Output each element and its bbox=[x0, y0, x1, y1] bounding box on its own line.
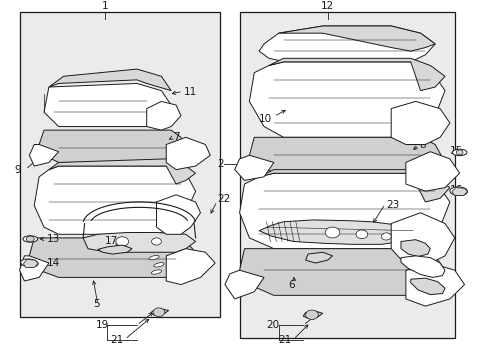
Ellipse shape bbox=[149, 256, 159, 260]
Circle shape bbox=[116, 237, 128, 246]
Ellipse shape bbox=[451, 149, 466, 156]
Text: 5: 5 bbox=[93, 299, 100, 309]
Polygon shape bbox=[451, 188, 467, 195]
Polygon shape bbox=[39, 130, 185, 162]
Polygon shape bbox=[83, 233, 195, 252]
Polygon shape bbox=[166, 249, 215, 284]
Ellipse shape bbox=[154, 263, 163, 267]
Circle shape bbox=[325, 227, 339, 238]
Polygon shape bbox=[249, 137, 444, 177]
Text: 7: 7 bbox=[173, 132, 180, 142]
Text: 6: 6 bbox=[288, 280, 295, 289]
Circle shape bbox=[26, 236, 34, 242]
Polygon shape bbox=[400, 240, 429, 257]
Polygon shape bbox=[234, 155, 273, 180]
Text: 11: 11 bbox=[183, 87, 196, 98]
Circle shape bbox=[381, 233, 390, 240]
Text: 19: 19 bbox=[95, 320, 108, 330]
Polygon shape bbox=[98, 245, 132, 254]
Text: 10: 10 bbox=[259, 114, 272, 124]
Text: 9: 9 bbox=[15, 165, 21, 175]
Polygon shape bbox=[239, 173, 449, 249]
Text: 18: 18 bbox=[412, 249, 426, 259]
Polygon shape bbox=[146, 102, 181, 130]
Polygon shape bbox=[150, 309, 168, 315]
Bar bbox=[239, 12, 454, 338]
Polygon shape bbox=[390, 213, 454, 263]
Polygon shape bbox=[268, 58, 444, 91]
Ellipse shape bbox=[449, 187, 467, 195]
Circle shape bbox=[355, 230, 367, 239]
Polygon shape bbox=[259, 220, 415, 244]
Text: 14: 14 bbox=[46, 258, 60, 268]
Text: 12: 12 bbox=[320, 1, 334, 11]
Text: 1: 1 bbox=[102, 1, 108, 11]
Text: 21: 21 bbox=[278, 334, 291, 345]
Polygon shape bbox=[156, 195, 200, 234]
Polygon shape bbox=[259, 26, 434, 66]
Circle shape bbox=[455, 150, 462, 155]
Text: 8: 8 bbox=[419, 140, 426, 149]
Polygon shape bbox=[29, 238, 195, 278]
Ellipse shape bbox=[23, 236, 38, 242]
Circle shape bbox=[151, 238, 161, 245]
Text: 20: 20 bbox=[266, 320, 279, 330]
Text: 17: 17 bbox=[105, 237, 118, 247]
Text: 22: 22 bbox=[217, 194, 230, 204]
Polygon shape bbox=[49, 159, 195, 184]
Polygon shape bbox=[34, 166, 195, 234]
Polygon shape bbox=[410, 278, 444, 294]
Polygon shape bbox=[390, 102, 449, 144]
Polygon shape bbox=[20, 256, 49, 281]
Polygon shape bbox=[305, 252, 332, 263]
Text: 4: 4 bbox=[249, 159, 256, 169]
Polygon shape bbox=[400, 256, 444, 278]
Text: 16: 16 bbox=[449, 185, 462, 195]
Polygon shape bbox=[166, 137, 210, 170]
Circle shape bbox=[305, 310, 318, 319]
Polygon shape bbox=[49, 69, 171, 91]
Text: 23: 23 bbox=[386, 200, 399, 210]
Polygon shape bbox=[405, 263, 464, 306]
Text: 3: 3 bbox=[173, 201, 180, 211]
Polygon shape bbox=[239, 249, 444, 295]
Ellipse shape bbox=[151, 270, 161, 274]
Polygon shape bbox=[278, 26, 434, 51]
Polygon shape bbox=[29, 144, 59, 166]
Text: 2: 2 bbox=[216, 159, 223, 169]
Polygon shape bbox=[23, 260, 38, 267]
Circle shape bbox=[153, 308, 164, 316]
Polygon shape bbox=[303, 311, 322, 318]
Polygon shape bbox=[259, 170, 449, 202]
Text: 21: 21 bbox=[110, 334, 123, 345]
Text: 13: 13 bbox=[46, 234, 60, 244]
Polygon shape bbox=[44, 84, 171, 127]
Polygon shape bbox=[249, 62, 444, 137]
Text: 15: 15 bbox=[449, 146, 462, 156]
Polygon shape bbox=[224, 270, 264, 299]
Polygon shape bbox=[405, 152, 459, 191]
Ellipse shape bbox=[20, 259, 38, 267]
Bar bbox=[20, 12, 220, 317]
